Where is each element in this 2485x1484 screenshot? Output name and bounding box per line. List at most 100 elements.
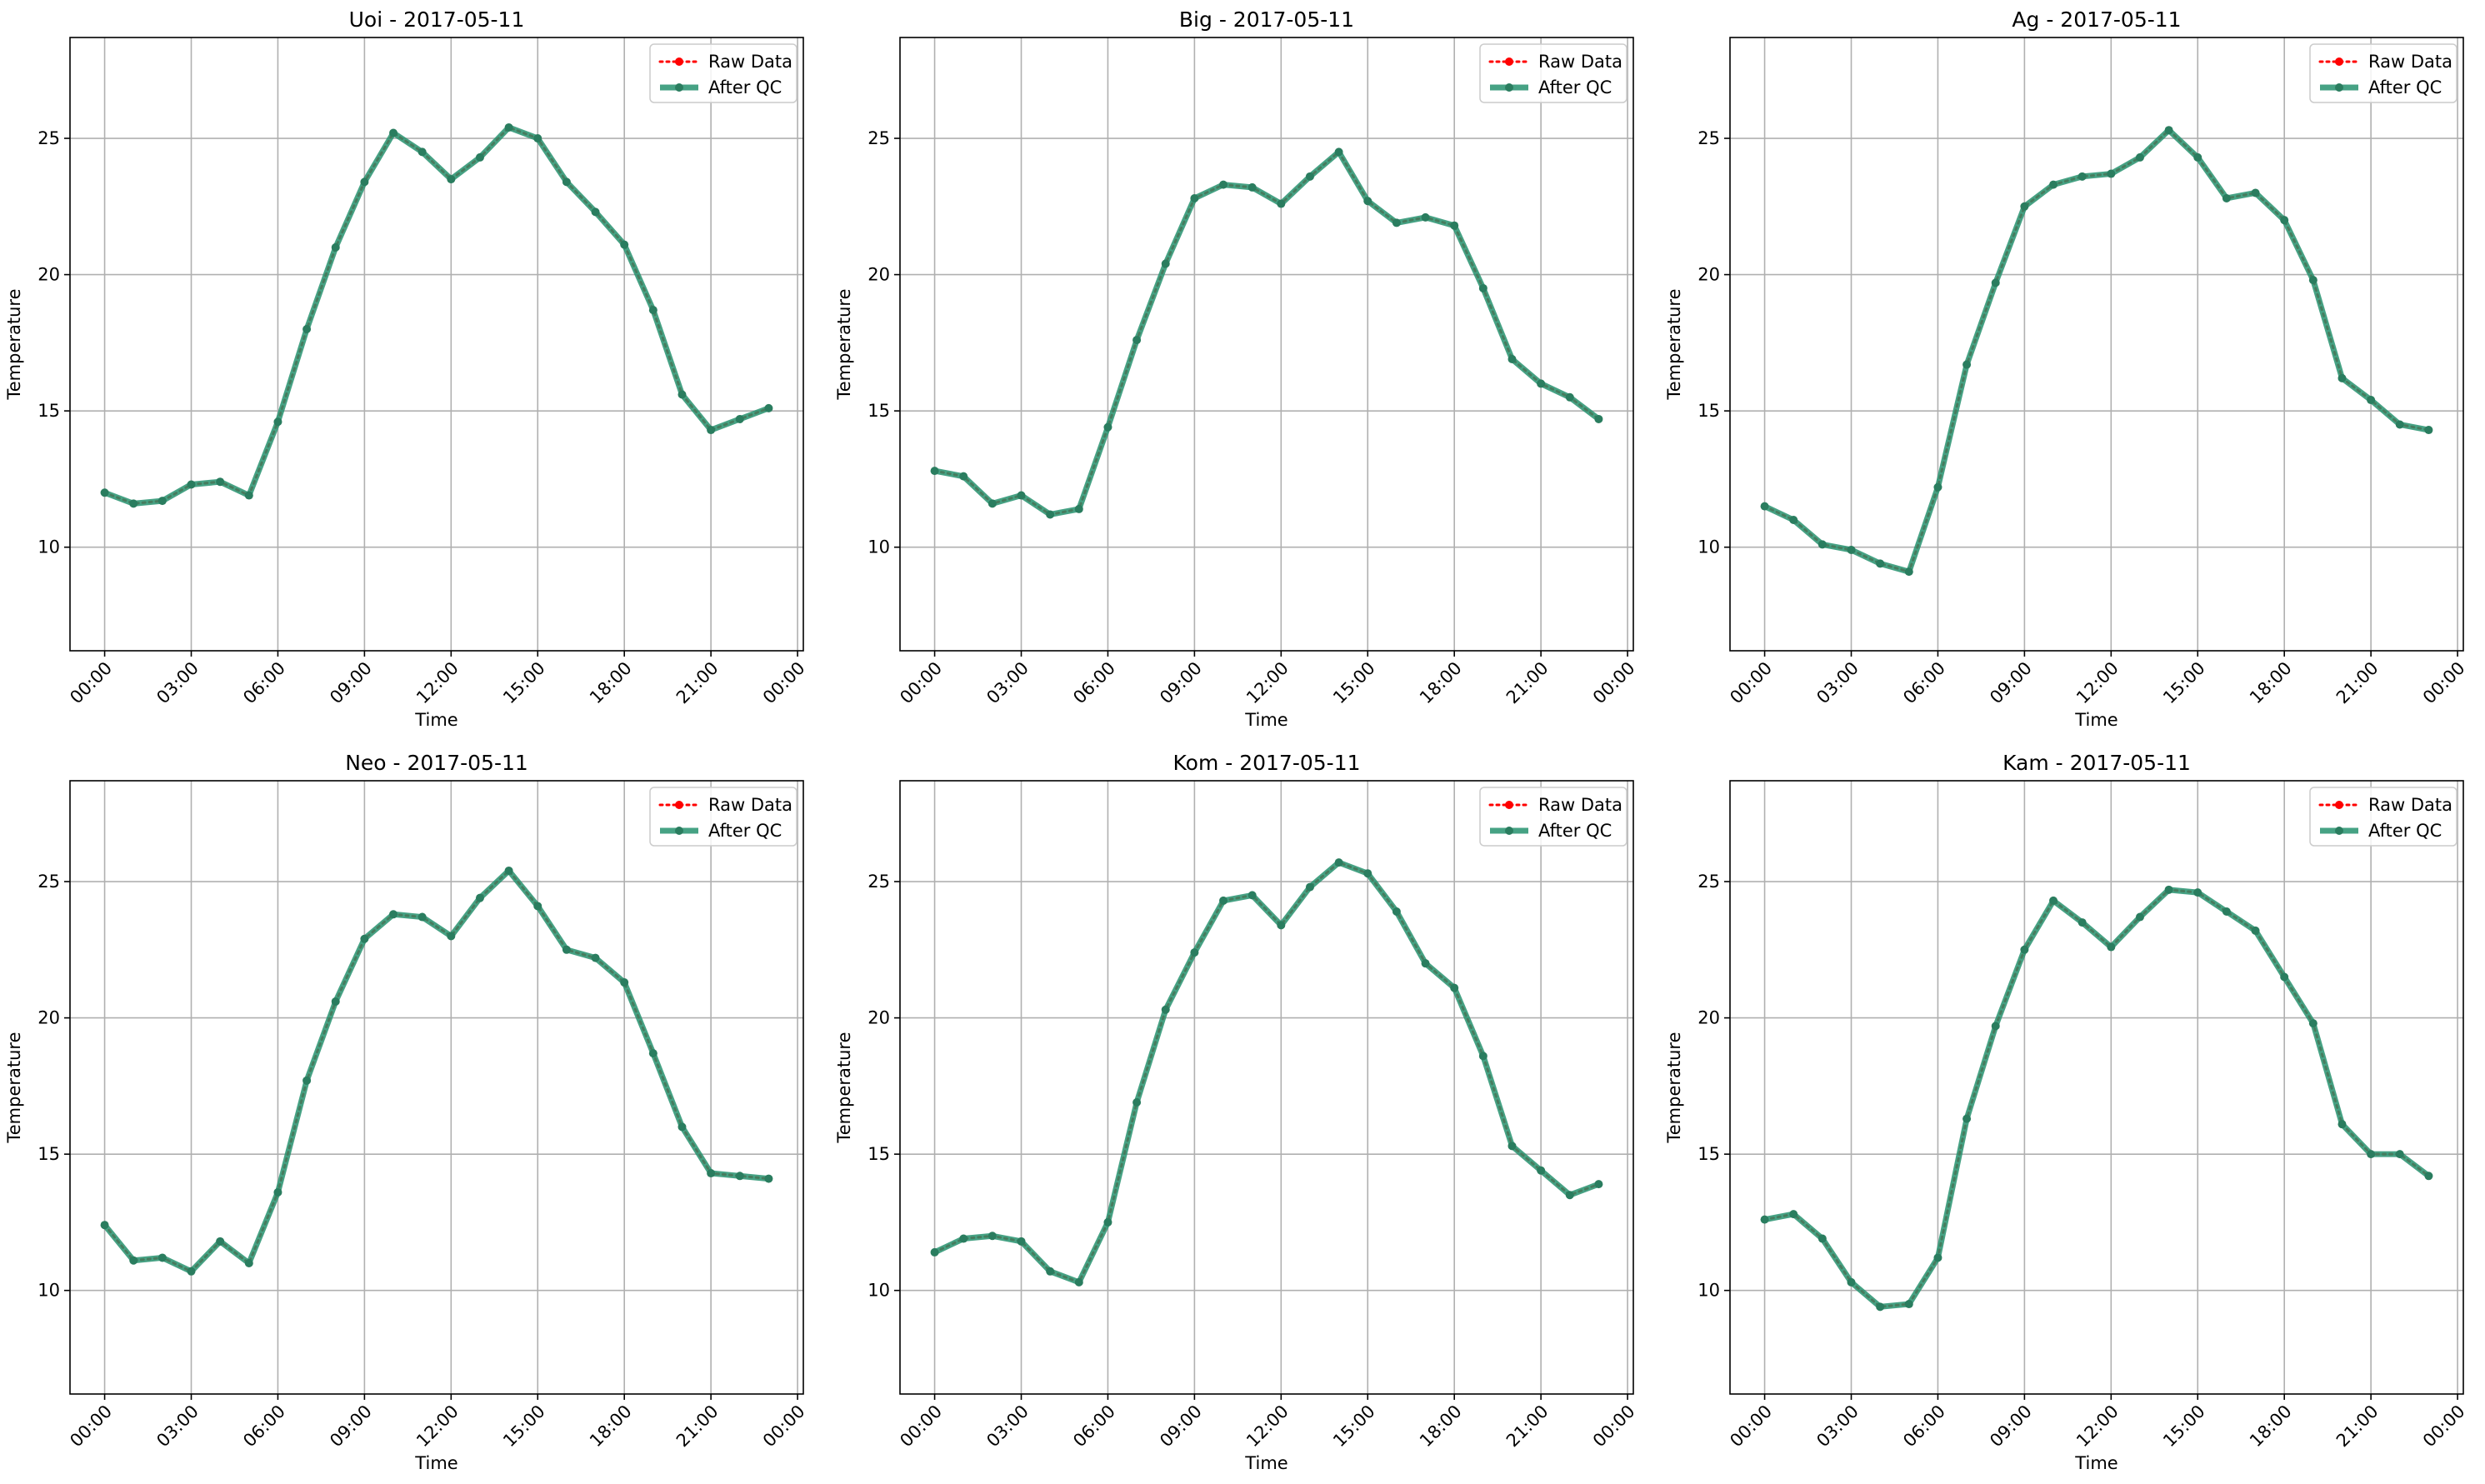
after-qc-point [244,491,253,500]
x-tick-label: 21:00 [672,658,722,708]
x-tick-label: 15:00 [2159,658,2209,708]
y-tick-label: 10 [1698,1281,1720,1301]
grid [70,781,803,1394]
after-qc-point [129,1256,138,1265]
legend-raw-marker [1505,57,1513,66]
legend: Raw Data After QC [2309,787,2458,847]
after-qc-point [2193,152,2202,162]
after-qc-point [562,945,571,954]
after-qc-point [1363,869,1372,878]
after-qc-point [2280,972,2289,982]
x-axis-label: Time [414,1453,458,1473]
raw-data-line [933,861,1600,1284]
after-qc-point [678,390,687,399]
after-qc-point [707,1169,716,1178]
after-qc-point [735,414,744,423]
after-qc-point [959,472,968,481]
after-qc-point [1565,392,1574,402]
x-tick-label: 00:00 [896,658,946,708]
after-qc-point [620,240,629,249]
y-tick-label: 25 [868,872,890,892]
after-qc-point [331,997,340,1006]
x-tick-label: 00:00 [66,1402,116,1452]
y-tick-label: 20 [868,1008,890,1028]
after-qc-point [2251,188,2260,197]
after-qc-point [1818,1234,1827,1243]
y-tick-label: 20 [868,265,890,285]
after-qc-point [707,426,716,435]
after-qc-point [2251,926,2260,935]
after-qc-point [533,134,542,143]
after-qc-point [533,902,542,911]
x-tick-label: 21:00 [1502,658,1552,708]
legend-qc-marker [2335,827,2343,835]
x-axis-label: Time [2074,710,2118,730]
after-qc-point [273,417,282,427]
x-tick-label: 00:00 [1589,658,1639,708]
after-qc-point [1017,491,1026,500]
after-qc-line [932,148,1602,517]
after-qc-point [1760,502,1769,511]
legend: Raw Data After QC [649,43,798,103]
legend-raw-label: Raw Data [708,52,792,72]
after-qc-point [1847,1277,1856,1287]
y-axis-label: Temperature [834,1032,854,1143]
legend-raw-label: Raw Data [1538,795,1622,815]
after-qc-point [2078,172,2087,181]
legend-qc-marker [2335,83,2343,92]
legend-raw-marker [2335,57,2343,66]
x-tick-label: 03:00 [982,658,1032,708]
x-tick-label: 12:00 [2072,658,2122,708]
after-qc-point [1277,199,1286,208]
y-tick-label: 25 [38,128,60,148]
after-qc-point [1103,1217,1112,1227]
after-qc-point [1132,1097,1142,1107]
chart-title: Neo - 2017-05-11 [345,751,528,775]
after-qc-point [447,175,456,184]
after-qc-point [1760,1215,1769,1224]
legend: Raw Data After QC [649,787,798,847]
after-qc-point [1478,1052,1488,1061]
after-qc-point [2049,180,2058,189]
x-axis-label: Time [414,710,458,730]
after-qc-point [591,953,600,962]
x-tick-label: 21:00 [1502,1402,1552,1452]
after-qc-point [1991,1022,2000,1031]
y-tick-label: 20 [1698,265,1720,285]
after-qc-point [1933,1253,1942,1262]
y-tick-label: 20 [38,1008,60,1028]
after-qc-point [216,477,225,487]
legend-qc-label: After QC [2368,77,2442,97]
after-qc-point [2338,373,2347,382]
x-tick-label: 15:00 [499,658,549,708]
x-tick-label: 03:00 [1812,1402,1862,1452]
after-qc-point [1847,545,1856,554]
x-tick-label: 06:00 [1899,658,1949,708]
y-tick-label: 15 [1698,401,1720,421]
after-qc-point [1594,1180,1603,1189]
after-qc-point [930,467,939,476]
after-qc-point [1421,212,1430,222]
after-qc-point [2367,1150,2376,1159]
after-qc-point [1074,1277,1083,1287]
y-tick-label: 25 [38,872,60,892]
after-qc-point [1565,1191,1574,1200]
after-qc-point [1334,858,1343,867]
after-qc-point [2049,896,2058,905]
y-tick-label: 10 [38,537,60,557]
after-qc-point [1046,510,1055,519]
y-tick-label: 25 [868,128,890,148]
legend-raw-marker [2335,801,2343,809]
legend-qc-label: After QC [1538,77,1612,97]
x-tick-label: 15:00 [499,1402,549,1452]
y-tick-label: 10 [38,1281,60,1301]
after-qc-point [1450,221,1459,230]
y-axis-label: Temperature [4,288,24,400]
x-tick-label: 12:00 [1242,1402,1292,1452]
x-tick-label: 00:00 [1589,1402,1639,1452]
after-qc-point [2280,216,2289,225]
after-qc-point [562,177,571,187]
after-qc-point [475,152,484,162]
after-qc-point [1046,1267,1055,1276]
chart-title: Kam - 2017-05-11 [2002,751,2191,775]
